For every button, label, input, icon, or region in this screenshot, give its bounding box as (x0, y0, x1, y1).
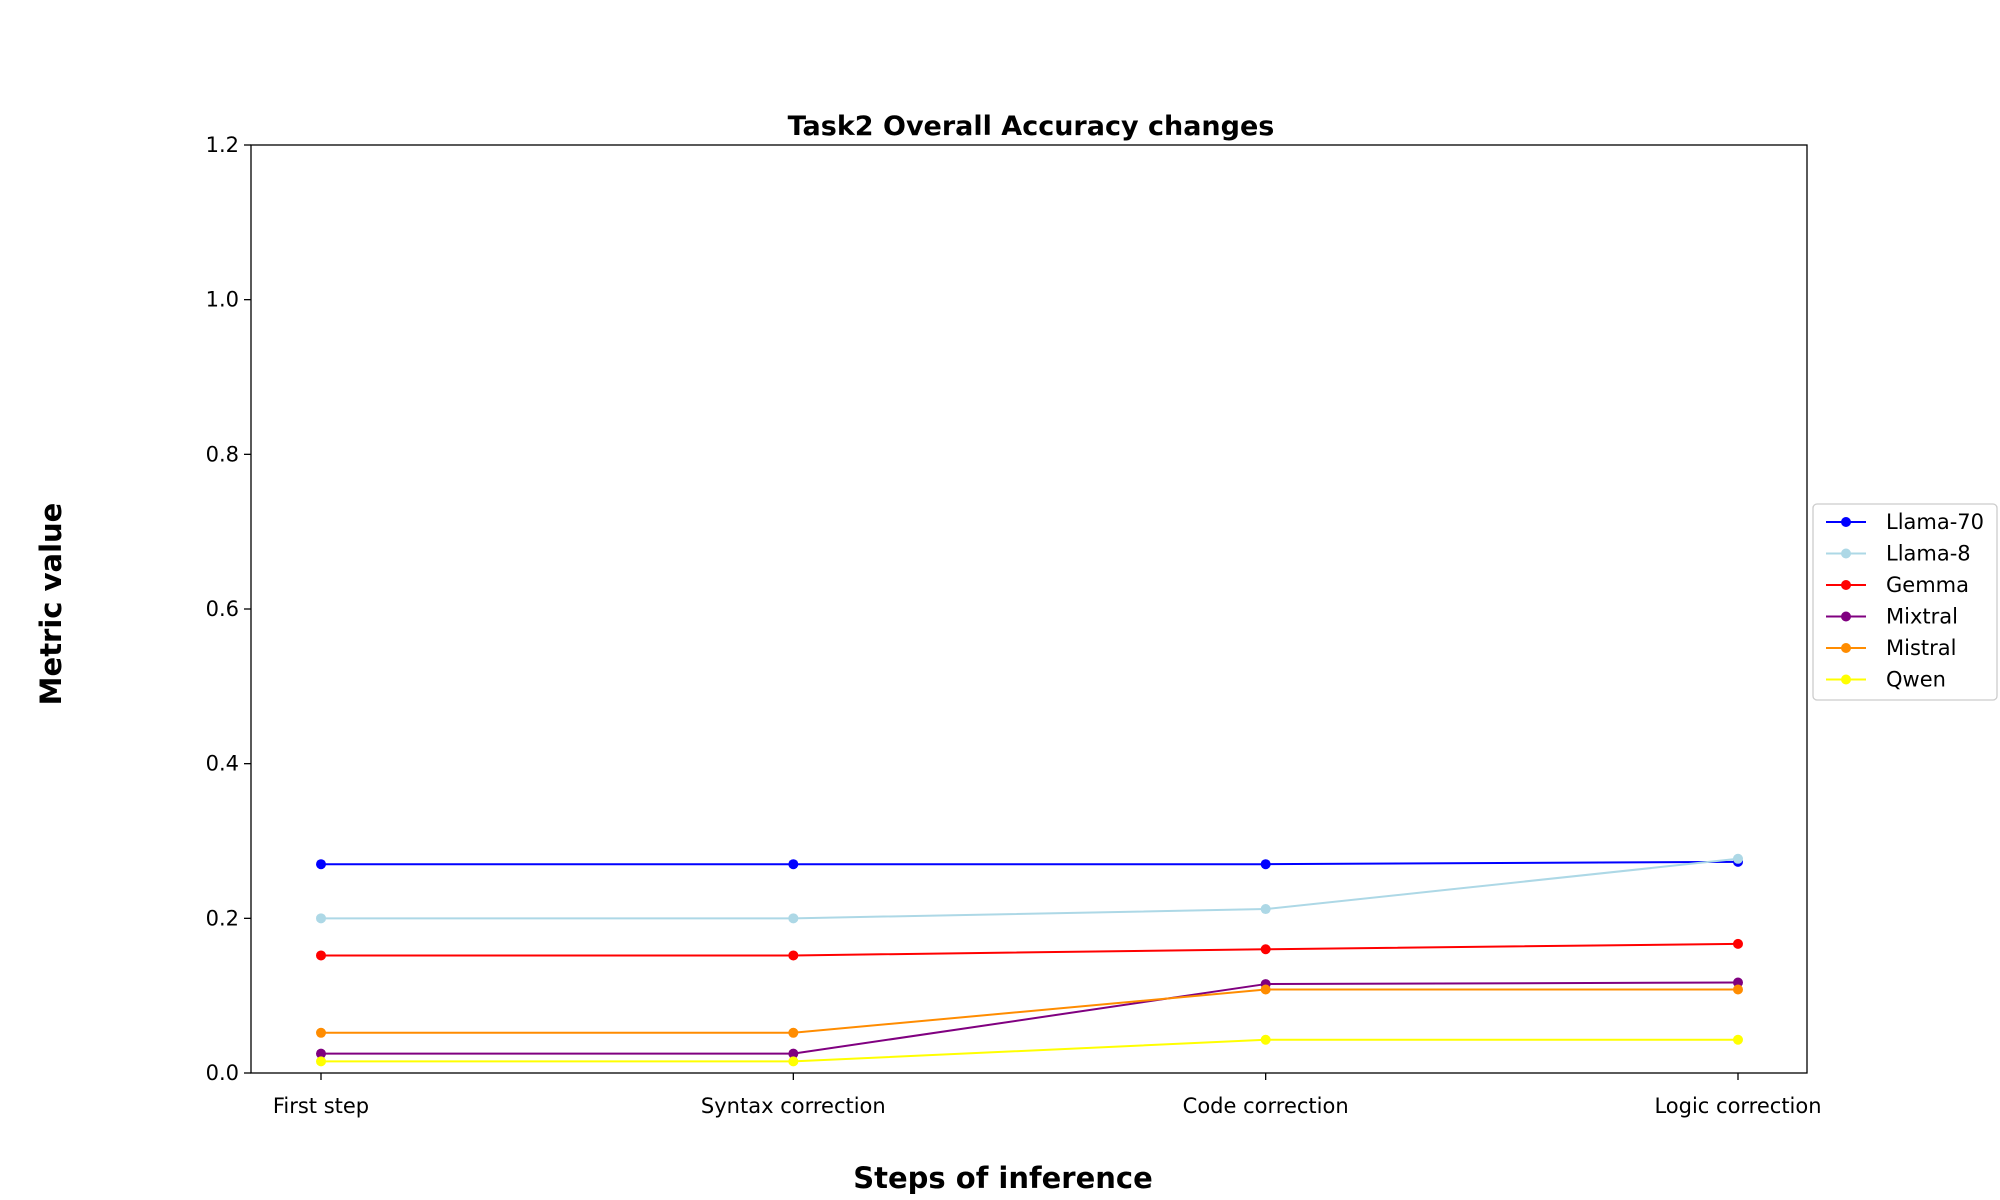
legend: Llama-70 Llama-8 Gemma Mixtral Mistral Qwen (1812, 503, 1998, 701)
y-tick-label: 0.0 (206, 1061, 239, 1085)
legend-label: Gemma (1886, 573, 1969, 597)
data-point (316, 950, 326, 961)
data-point (788, 1027, 799, 1038)
legend-item: Qwen (1826, 668, 1946, 692)
data-point (316, 913, 326, 924)
legend-items: Llama-70 Llama-8 Gemma Mixtral Mistral Qwen (1826, 510, 1984, 692)
series-line (321, 860, 1739, 866)
legend-label: Qwen (1886, 668, 1946, 692)
data-point (1260, 1034, 1271, 1045)
data-point (316, 1056, 326, 1067)
chart-title: Task2 Overall Accuracy changes (788, 111, 1275, 142)
legend-swatch-marker (1841, 580, 1851, 590)
x-tick-label: Code correction (1183, 1094, 1349, 1118)
data-point (316, 859, 326, 870)
legend-item: Llama-8 (1826, 542, 1971, 566)
data-point (1260, 859, 1271, 870)
legend-swatch-marker (1841, 674, 1851, 685)
data-point (788, 950, 799, 961)
y-axis-label: Metric value (34, 503, 68, 706)
series-layer (316, 853, 1743, 1067)
data-point (316, 1048, 326, 1059)
series-line (321, 1038, 1738, 1063)
y-tick-label: 0.4 (206, 752, 239, 776)
legend-swatch-marker (1841, 548, 1851, 559)
y-axis-ticks: 0.0 0.2 0.4 0.6 0.8 1.0 1.2 (206, 133, 251, 1085)
data-point (1260, 904, 1271, 915)
series-mistral (316, 984, 1743, 1038)
data-point (1260, 944, 1271, 955)
series-qwen (316, 1034, 1743, 1067)
legend-swatch-marker (1841, 611, 1851, 622)
series-llama-70 (316, 856, 1743, 870)
legend-swatch-marker (1841, 643, 1851, 653)
x-axis-ticks: First step Syntax correction Code correcti… (273, 1073, 1822, 1118)
plot-frame (250, 144, 1808, 1074)
series-line (321, 988, 1738, 1034)
legend-item: Gemma (1826, 573, 1969, 597)
legend-label: Mixtral (1886, 605, 1958, 629)
data-point (788, 913, 799, 924)
legend-swatch-marker (1841, 517, 1851, 527)
legend-item: Mistral (1826, 636, 1956, 660)
y-tick-label: 1.2 (206, 133, 239, 157)
x-tick-label: Syntax correction (701, 1094, 886, 1118)
data-point (1733, 938, 1743, 949)
data-point (1733, 984, 1743, 995)
data-point (788, 1056, 799, 1067)
data-point (788, 859, 799, 870)
data-point (788, 1048, 799, 1059)
data-point (316, 1027, 326, 1038)
x-axis-label: Steps of inference (853, 1161, 1153, 1195)
legend-label: Llama-8 (1886, 542, 1971, 566)
series-line (321, 857, 1739, 920)
data-point (1733, 977, 1743, 988)
legend-label: Llama-70 (1886, 510, 1984, 534)
data-point (1733, 1034, 1743, 1045)
data-point (1260, 984, 1271, 995)
series-gemma (316, 938, 1743, 961)
legend-item: Mixtral (1826, 605, 1958, 629)
legend-item: Llama-70 (1826, 510, 1984, 534)
series-llama-8 (316, 853, 1743, 924)
y-tick-label: 0.2 (206, 906, 239, 930)
x-tick-label: First step (273, 1094, 369, 1118)
series-line (321, 942, 1739, 957)
series-line (321, 981, 1739, 1055)
y-tick-label: 1.0 (206, 288, 239, 312)
data-point (1733, 853, 1743, 864)
plot-area: 0.0 0.2 0.4 0.6 0.8 1.0 1.2 First step Syntax c… (206, 133, 1822, 1118)
legend-label: Mistral (1886, 636, 1956, 660)
x-tick-label: Logic correction (1654, 1094, 1821, 1118)
y-tick-label: 0.8 (206, 442, 239, 466)
y-tick-label: 0.6 (206, 597, 239, 621)
